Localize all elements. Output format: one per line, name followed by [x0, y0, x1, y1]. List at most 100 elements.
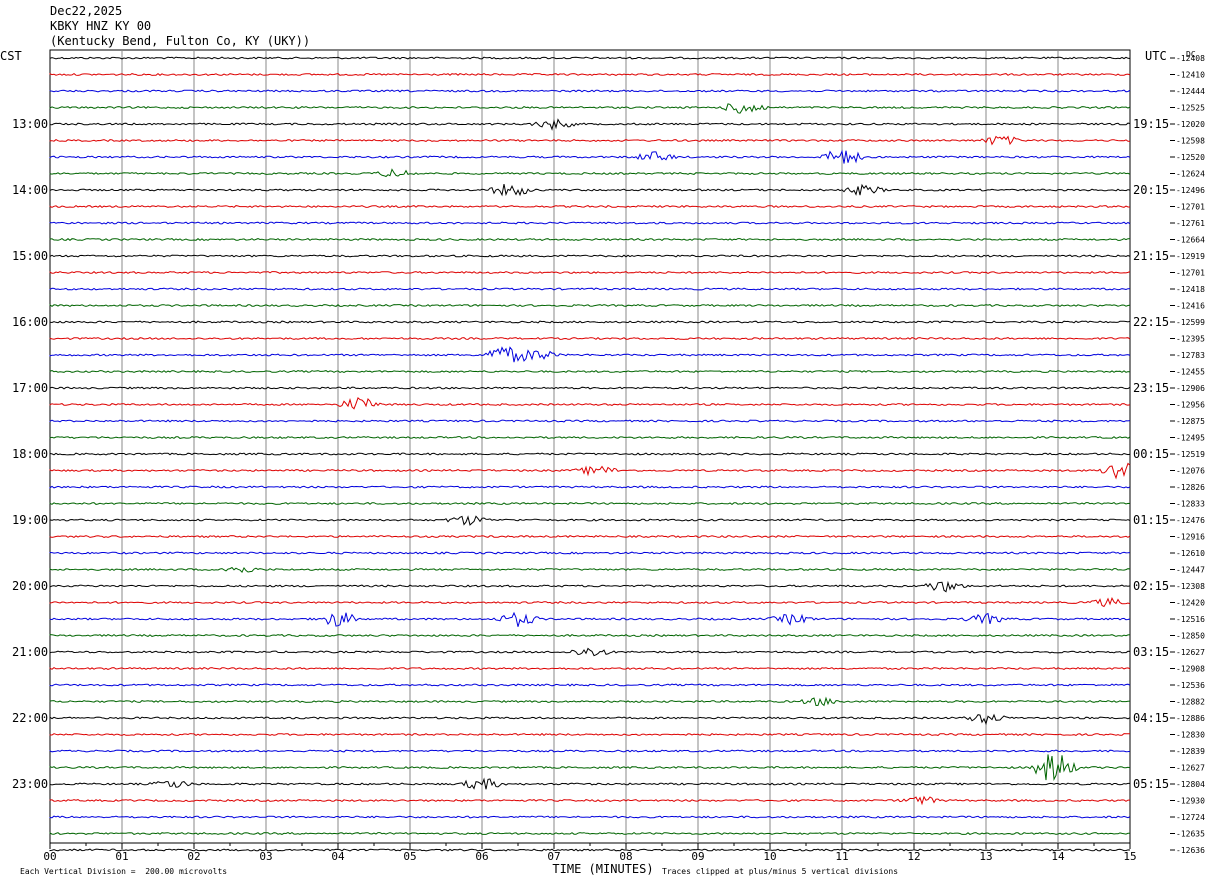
cst-time-label: 13:00 [12, 117, 48, 131]
trace-line [49, 611, 1131, 627]
scale-note: Each Vertical Division = 200.00 microvol… [20, 867, 228, 876]
trace-line [49, 732, 1130, 737]
utc-time-label: 05:15 [1133, 777, 1169, 791]
dc-offset-label: -12930 [1176, 797, 1205, 806]
utc-time-label: 21:15 [1133, 249, 1169, 263]
dc-offset-label: -12496 [1176, 186, 1205, 195]
date-label: Dec22,2025 [50, 4, 123, 18]
x-tick-label: 09 [691, 850, 704, 863]
utc-time-label: 03:15 [1133, 645, 1169, 659]
x-axis-label: TIME (MINUTES) [552, 862, 653, 876]
trace-line [49, 831, 1131, 835]
trace-line [49, 666, 1131, 671]
dc-offset-label: -12783 [1176, 351, 1205, 360]
x-tick-label: 07 [547, 850, 560, 863]
trace-line [49, 369, 1131, 374]
trace-line [49, 397, 1131, 410]
dc-offset-label: -12804 [1176, 780, 1205, 789]
dc-offset-label: -12830 [1176, 731, 1205, 740]
utc-time-label: 01:15 [1133, 513, 1169, 527]
cst-time-label: 14:00 [12, 183, 48, 197]
trace-line [49, 270, 1131, 275]
dc-offset-label: -12418 [1176, 285, 1205, 294]
trace-line [49, 56, 1131, 60]
trace-line [49, 386, 1131, 390]
trace-line [49, 749, 1131, 753]
trace-line [49, 435, 1131, 440]
dc-offset-label: -12495 [1176, 434, 1205, 443]
dc-offset-label: -12624 [1176, 170, 1205, 179]
trace-line [49, 168, 1131, 178]
dc-offset-label: -12308 [1176, 582, 1205, 591]
trace-line [49, 647, 1131, 657]
cst-time-label: 21:00 [12, 645, 48, 659]
dc-offset-label: -12636 [1176, 846, 1205, 855]
dc-offset-label: -12410 [1176, 71, 1205, 80]
dc-offset-label: -12886 [1176, 714, 1205, 723]
trace-line [49, 346, 1131, 363]
trace-line [49, 149, 1131, 164]
dc-offset-label: -12598 [1176, 137, 1205, 146]
plot-frame [49, 49, 1131, 844]
trace-line [49, 713, 1131, 726]
x-tick-label: 08 [619, 850, 632, 863]
trace-line [49, 501, 1131, 506]
x-tick-label: 02 [187, 850, 200, 863]
dc-offset-label: -12076 [1176, 467, 1205, 476]
trace-line [49, 462, 1131, 480]
clip-note: Traces clipped at plus/minus 5 vertical … [662, 867, 899, 876]
x-tick-label: 13 [979, 850, 992, 863]
dc-offset-label: -12956 [1176, 401, 1205, 410]
dc-offset-label: -12826 [1176, 483, 1205, 492]
cst-time-label: 18:00 [12, 447, 48, 461]
dc-offset-label: -12520 [1176, 153, 1205, 162]
dc-offset-label: -12664 [1176, 236, 1205, 245]
dc-label: DC [1186, 50, 1196, 59]
trace-line [49, 287, 1131, 291]
dc-offset-label: -12444 [1176, 87, 1205, 96]
x-tick-label: 05 [403, 850, 416, 863]
dc-offset-label: -12610 [1176, 549, 1205, 558]
trace-line [49, 254, 1131, 258]
dc-offset-label: -12908 [1176, 665, 1205, 674]
x-tick-label: 00 [43, 850, 56, 863]
trace-line [49, 795, 1130, 806]
trace-line [49, 515, 1131, 526]
dc-offset-label: -12906 [1176, 384, 1205, 393]
dc-offset-label: -12635 [1176, 830, 1205, 839]
trace-line [49, 72, 1131, 77]
dc-offset-label: -12020 [1176, 120, 1205, 129]
trace-line [49, 237, 1131, 242]
dc-offset-label: -12701 [1176, 269, 1205, 278]
dc-offset-label: -12395 [1176, 335, 1205, 344]
trace-line [49, 580, 1131, 593]
trace-line [49, 103, 1131, 114]
trace-line [49, 848, 1131, 852]
dc-offset-label: -12627 [1176, 648, 1205, 657]
cst-time-label: 16:00 [12, 315, 48, 329]
cst-time-label: 15:00 [12, 249, 48, 263]
x-tick-label: 01 [115, 850, 128, 863]
trace-line [49, 696, 1131, 707]
utc-time-label: 02:15 [1133, 579, 1169, 593]
trace-line [49, 534, 1131, 539]
cst-time-label: 17:00 [12, 381, 48, 395]
cst-time-label: 22:00 [12, 711, 48, 725]
trace-line [49, 183, 1131, 197]
x-tick-label: 15 [1123, 850, 1136, 863]
utc-time-label: 00:15 [1133, 447, 1169, 461]
trace-line [49, 633, 1131, 637]
location-label: (Kentucky Bend, Fulton Co, KY (UKY)) [50, 34, 311, 48]
utc-time-label: 23:15 [1133, 381, 1169, 395]
trace-line [49, 754, 1131, 781]
cst-time-label: 20:00 [12, 579, 48, 593]
trace-line [49, 485, 1131, 489]
dc-offset-label: -12761 [1176, 219, 1205, 228]
trace-line [49, 221, 1131, 225]
utc-time-label: 20:15 [1133, 183, 1169, 197]
x-tick-label: 12 [907, 850, 920, 863]
utc-time-label: 22:15 [1133, 315, 1169, 329]
station-label: KBKY HNZ KY 00 [50, 19, 152, 33]
trace-line [49, 683, 1131, 687]
